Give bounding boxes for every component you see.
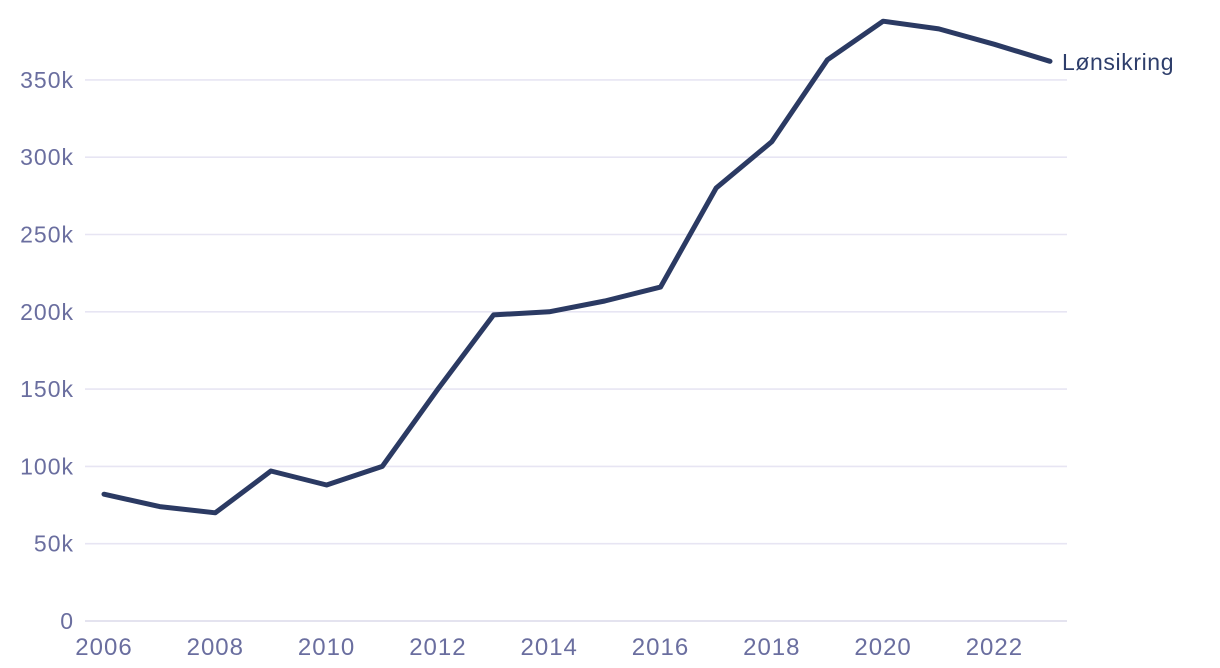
- y-axis-tick-label: 250k: [20, 222, 74, 248]
- x-axis-tick-label: 2014: [521, 634, 578, 661]
- x-axis-tick-label: 2016: [632, 634, 689, 661]
- x-axis-tick-label: 2018: [743, 634, 800, 661]
- y-axis-tick-label: 50k: [34, 531, 74, 557]
- x-axis-tick-label: 2006: [75, 634, 132, 661]
- x-axis-tick-label: 2008: [187, 634, 244, 661]
- y-axis-tick-label: 0: [60, 608, 74, 634]
- x-axis-tick-label: 2022: [966, 634, 1023, 661]
- series-label: Lønsikring: [1062, 49, 1175, 75]
- y-axis-tick-label: 300k: [20, 144, 74, 170]
- y-axis-tick-label: 350k: [20, 67, 74, 93]
- x-axis-tick-label: 2010: [298, 634, 355, 661]
- data-line-lonsikring: [101, 18, 1053, 516]
- y-axis-tick-label: 200k: [20, 299, 74, 325]
- y-axis-tick-label: 100k: [20, 453, 74, 479]
- x-axis-tick-label: 2012: [409, 634, 466, 661]
- y-axis-tick-label: 150k: [20, 376, 74, 402]
- x-axis-tick-label: 2020: [854, 634, 911, 661]
